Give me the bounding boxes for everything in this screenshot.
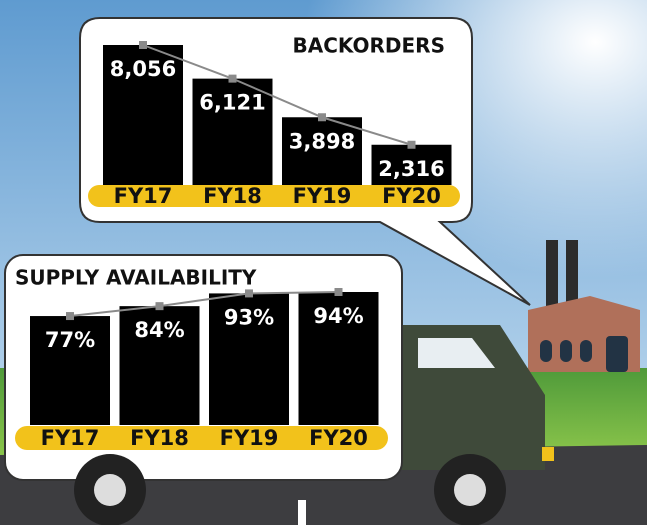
window [580, 340, 592, 362]
hubcap [94, 474, 126, 506]
trend-marker [156, 302, 164, 310]
value-label: 84% [134, 318, 184, 342]
x-tick-label: FY17 [114, 184, 173, 208]
x-tick-label: FY19 [293, 184, 352, 208]
trend-marker [318, 113, 326, 121]
x-tick-label: FY19 [220, 426, 279, 450]
hubcap [454, 474, 486, 506]
chimney [546, 240, 558, 310]
value-label: 93% [224, 305, 274, 329]
trend-marker [245, 289, 253, 297]
trend-marker [408, 141, 416, 149]
value-label: 94% [313, 304, 363, 328]
window [540, 340, 552, 362]
value-label: 77% [45, 328, 95, 352]
x-tick-label: FY17 [41, 426, 100, 450]
trend-marker [66, 312, 74, 320]
trend-marker [229, 75, 237, 83]
window [560, 340, 572, 362]
x-tick-label: FY20 [382, 184, 441, 208]
door [606, 336, 628, 372]
road-stripe [298, 500, 306, 525]
headlight [542, 447, 554, 461]
x-tick-label: FY18 [130, 426, 189, 450]
value-label: 2,316 [378, 157, 444, 181]
trend-marker [139, 41, 147, 49]
value-label: 3,898 [289, 129, 355, 153]
x-tick-label: FY18 [203, 184, 262, 208]
value-label: 8,056 [110, 57, 176, 81]
chart-title: SUPPLY AVAILABILITY [15, 266, 257, 290]
chart-title: BACKORDERS [293, 34, 445, 58]
trend-marker [335, 288, 343, 296]
infographic: BACKORDERS 8,056 6,121 3,898 2,316 FY17 FY18 FY… [0, 0, 647, 525]
value-label: 6,121 [199, 91, 265, 115]
x-tick-label: FY20 [309, 426, 368, 450]
